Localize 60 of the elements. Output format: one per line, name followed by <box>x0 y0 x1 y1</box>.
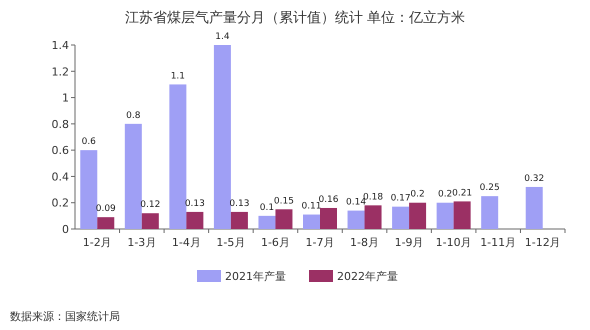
data-label: 0.1 <box>260 202 274 213</box>
x-tick-label: 1-3月 <box>127 236 156 249</box>
bar <box>80 150 98 229</box>
bar <box>392 206 410 229</box>
bar <box>436 202 454 229</box>
data-label: 0.6 <box>82 137 96 148</box>
bar <box>320 208 337 229</box>
x-tick-label: 1-2月 <box>82 236 112 249</box>
legend-label: 2021年产量 <box>225 270 286 283</box>
bar <box>348 210 365 229</box>
data-label: 0.8 <box>126 110 141 121</box>
data-label: 0.15 <box>274 196 294 206</box>
x-tick-label: 1-10月 <box>436 236 472 249</box>
y-tick-label: 1.2 <box>52 65 69 78</box>
data-label: 1.4 <box>215 32 230 42</box>
bar <box>169 84 186 229</box>
y-tick-label: 0.6 <box>52 144 69 158</box>
bar <box>97 217 114 229</box>
data-label: 0.17 <box>390 194 411 204</box>
y-tick-label: 0.2 <box>52 196 69 210</box>
x-tick-label: 1-6月 <box>260 236 290 249</box>
bar <box>142 213 159 229</box>
data-label: 0.09 <box>96 204 116 214</box>
y-tick-label: 0 <box>62 223 69 236</box>
data-label: 0.32 <box>524 174 544 184</box>
chart-title: 江苏省煤层气产量分月（累计值）统计 单位：亿立方米 <box>124 10 466 26</box>
data-label: 0.21 <box>452 188 472 198</box>
bar <box>364 205 382 229</box>
bar <box>409 202 426 229</box>
data-label: 0.25 <box>480 183 500 194</box>
bar <box>258 216 276 229</box>
bar <box>214 45 231 229</box>
bar <box>481 196 498 229</box>
bar <box>454 201 471 229</box>
data-label: 1.1 <box>170 71 186 82</box>
x-tick-label: 1-5月 <box>216 236 246 249</box>
bar <box>526 186 543 229</box>
y-tick-label: 0.8 <box>52 118 69 131</box>
data-label: 0.2 <box>410 190 425 200</box>
x-tick-label: 1-11月 <box>480 236 516 249</box>
legend-label: 2022年产量 <box>337 270 398 283</box>
source-note: 数据来源：国家统计局 <box>10 310 120 323</box>
data-label: 0.12 <box>140 200 160 210</box>
data-label: 0.13 <box>229 198 250 209</box>
data-label: 0.14 <box>346 198 366 208</box>
x-tick-label: 1-12月 <box>524 236 561 249</box>
data-label: 0.2 <box>438 190 452 200</box>
x-tick-label: 1-8月 <box>350 236 380 249</box>
data-label: 0.13 <box>184 198 205 209</box>
x-tick-label: 1-9月 <box>394 236 424 249</box>
bar <box>186 212 204 229</box>
y-tick-label: 1 <box>62 92 69 105</box>
bar <box>275 209 292 229</box>
bar <box>303 214 320 229</box>
bar <box>230 212 248 229</box>
x-tick-label: 1-4月 <box>172 236 201 249</box>
bar <box>124 124 142 229</box>
x-tick-label: 1-7月 <box>306 236 334 249</box>
y-tick-label: 1.4 <box>52 39 69 52</box>
y-tick-label: 0.4 <box>52 170 69 184</box>
